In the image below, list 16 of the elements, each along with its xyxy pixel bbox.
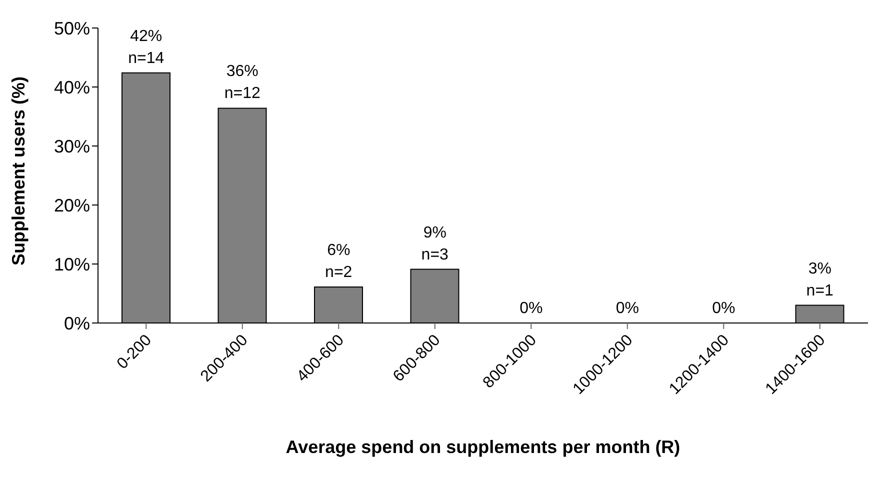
x-axis-title: Average spend on supplements per month (R) bbox=[286, 437, 680, 457]
y-tick-label: 0% bbox=[64, 313, 90, 334]
data-label: 6% n=2 bbox=[325, 242, 352, 282]
y-tick-label: 50% bbox=[54, 18, 90, 38]
data-label: 0% bbox=[712, 300, 736, 317]
data-label: 36% n=12 bbox=[224, 63, 260, 102]
y-tick-label: 20% bbox=[54, 195, 90, 216]
y-tick-label: 10% bbox=[54, 254, 90, 274]
data-label: 0% bbox=[520, 300, 543, 317]
y-tick-label: 30% bbox=[54, 136, 90, 156]
data-label: 0% bbox=[616, 300, 639, 317]
y-axis-title: Supplement users (%) bbox=[8, 76, 28, 266]
data-label: 3% n=1 bbox=[806, 260, 834, 300]
y-tick-label: 40% bbox=[54, 77, 90, 98]
data-label: 42% n=14 bbox=[128, 28, 164, 67]
data-label: 9% n=3 bbox=[421, 224, 449, 264]
